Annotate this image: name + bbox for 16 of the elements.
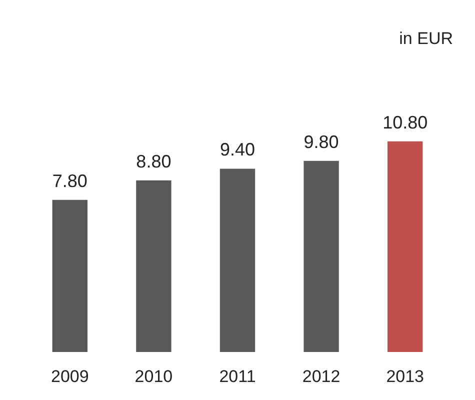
bar bbox=[52, 200, 88, 352]
data-label: 8.80 bbox=[136, 151, 172, 172]
bar bbox=[220, 168, 256, 352]
x-tick-label: 2013 bbox=[386, 367, 424, 386]
data-label: 9.40 bbox=[220, 140, 256, 160]
data-label: 10.80 bbox=[382, 112, 428, 132]
x-tick-label: 2012 bbox=[302, 367, 340, 386]
x-tick-label: 2011 bbox=[219, 367, 256, 386]
bar bbox=[304, 160, 339, 352]
data-label: 9.80 bbox=[304, 132, 339, 152]
bar bbox=[388, 141, 423, 352]
x-tick-label: 2010 bbox=[134, 367, 173, 386]
x-tick-label: 2009 bbox=[50, 367, 89, 386]
text: in EUR bbox=[399, 29, 454, 48]
data-label: 7.80 bbox=[52, 170, 88, 191]
bar bbox=[136, 180, 172, 352]
